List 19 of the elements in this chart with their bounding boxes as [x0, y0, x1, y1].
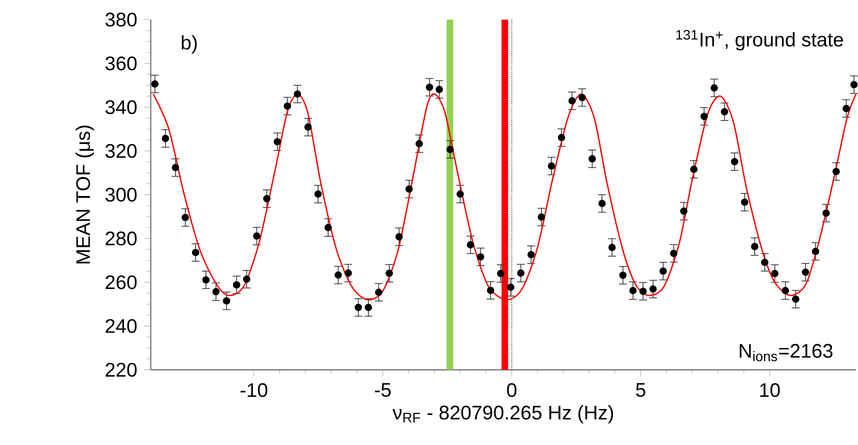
y-tick-label: 380	[105, 12, 137, 26]
y-tick-label: 340	[105, 100, 137, 114]
annotation: b)	[182, 35, 197, 54]
annotation: $^{131}$In$^{+}$, ground state	[676, 30, 843, 50]
y-tick-label: 360	[105, 56, 137, 70]
x-tick-label: -5	[374, 382, 391, 397]
annotation: N$_{ions}$=2163	[740, 344, 832, 362]
x-tick-label: 0	[507, 382, 516, 397]
x-tick-label: 5	[636, 382, 646, 397]
y-tick-label: 260	[106, 275, 137, 290]
x-axis-title: ν$_{RF}$ - 820790.265 Hz (Hz)	[392, 404, 614, 424]
y-tick-label: 240	[106, 318, 137, 333]
y-tick-label: 220	[106, 362, 137, 377]
y-tick-label: 300	[105, 188, 137, 202]
y-tick-label: 320	[105, 144, 137, 158]
y-tick-label: 280	[106, 231, 137, 246]
x-tick-label: -10	[240, 382, 268, 397]
x-tick-label: 10	[760, 382, 780, 397]
y-axis-title: MEAN TOF (μs)	[76, 125, 94, 264]
